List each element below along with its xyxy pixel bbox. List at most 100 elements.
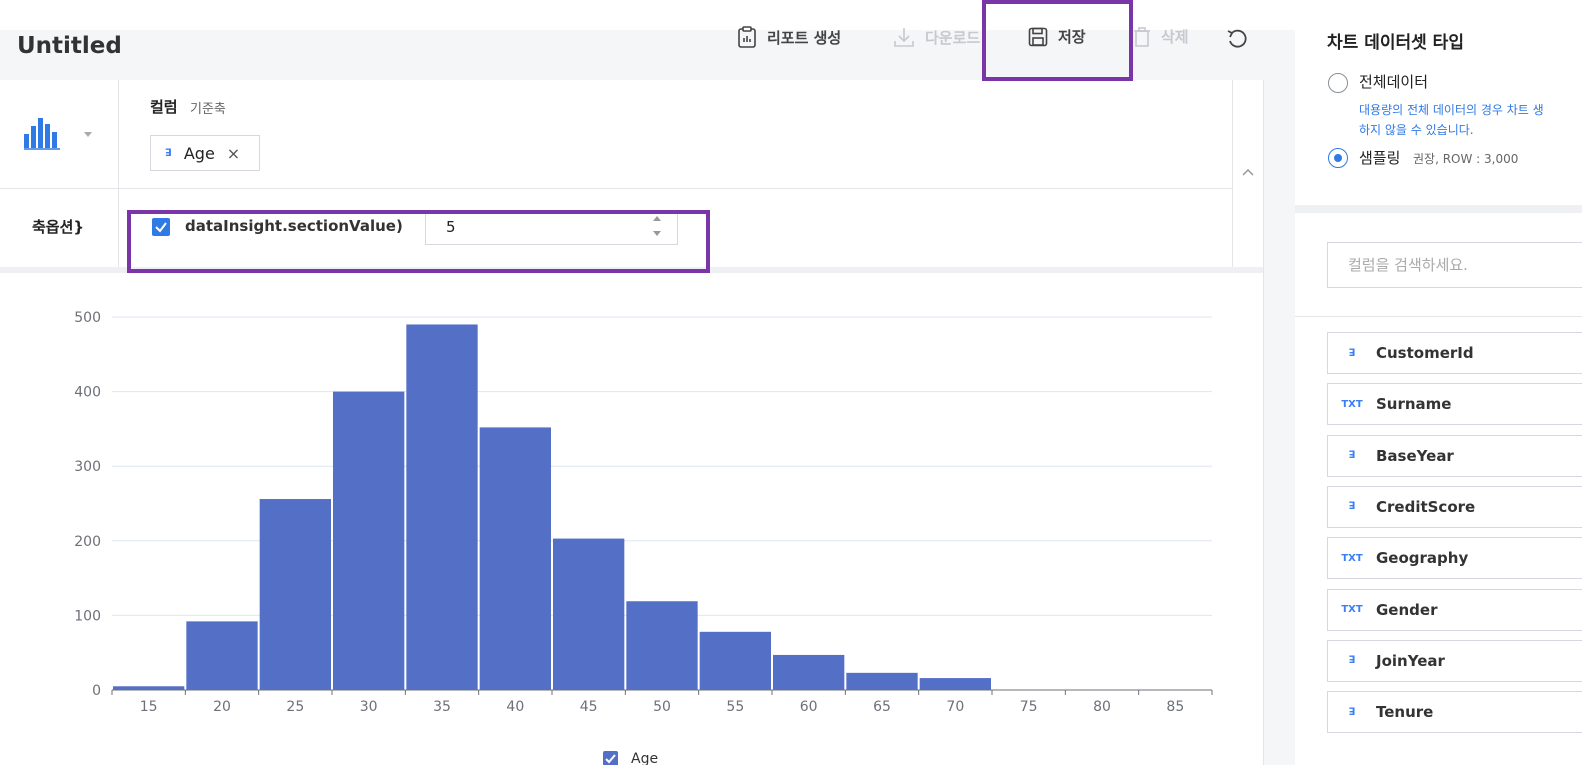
report-icon <box>737 26 757 48</box>
column-item-label: CreditScore <box>1376 497 1476 516</box>
dataset-panel <box>1295 0 1582 765</box>
save-label: 저장 <box>1058 28 1086 46</box>
column-item[interactable]: TXT Surname <box>1327 383 1582 426</box>
checkmark-icon <box>605 754 616 764</box>
sampling-label: 샘플링 <box>1359 149 1401 167</box>
legend-label: Age <box>631 751 658 765</box>
sampling-note: 권장, ROW : 3,000 <box>1413 152 1519 166</box>
header-bar <box>0 30 1295 81</box>
report-button[interactable]: 리포트 생성 <box>737 26 841 48</box>
x-tick-label: 50 <box>653 699 671 715</box>
y-tick-label: 500 <box>74 310 101 326</box>
histogram-bar[interactable] <box>333 391 405 690</box>
column-sublabel: 기준축 <box>190 102 226 117</box>
column-item-label: BaseYear <box>1376 446 1454 465</box>
x-tick-label: 75 <box>1020 699 1038 715</box>
histogram-bar[interactable] <box>846 672 918 690</box>
text-type-icon: TXT <box>1341 604 1363 615</box>
histogram-chart: 0 100 200 300 400 500 15 20 25 30 35 40 45 50 55 60 65 7… <box>74 310 1213 765</box>
numeric-type-icon: ꓱ <box>1348 501 1356 513</box>
column-item[interactable]: ꓱ JoinYear <box>1327 639 1582 682</box>
column-item-label: CustomerId <box>1376 344 1474 362</box>
x-tick-label: 65 <box>873 699 891 715</box>
stepper-arrows-icon[interactable] <box>651 213 663 243</box>
column-item[interactable]: ꓱ CreditScore <box>1327 485 1582 528</box>
highlight-section-box <box>127 210 710 273</box>
legend-checkbox[interactable] <box>603 751 618 765</box>
y-tick-label: 400 <box>74 385 101 401</box>
column-item-label: JoinYear <box>1376 651 1445 670</box>
y-tick-label: 200 <box>74 534 101 550</box>
separator-band <box>1295 205 1582 213</box>
chevron-down-icon[interactable] <box>82 125 94 144</box>
section-value-label: dataInsight.sectionValue) <box>185 217 403 235</box>
histogram-bar[interactable] <box>406 324 478 690</box>
chart-type-selector[interactable] <box>24 118 62 154</box>
radio-dot <box>1334 154 1342 162</box>
dataset-type-title: 차트 데이터셋 타입 <box>1327 33 1464 53</box>
numeric-type-icon: ꓱ <box>1348 347 1356 359</box>
collapse-chevron-up-icon[interactable] <box>1241 165 1255 184</box>
column-item[interactable]: ꓱ BaseYear <box>1327 434 1582 477</box>
text-type-icon: TXT <box>1341 552 1363 564</box>
download-button[interactable]: 다운로드 <box>893 26 980 48</box>
column-item[interactable]: TXT Geography <box>1327 537 1582 580</box>
divider <box>1295 316 1582 317</box>
delete-button[interactable]: 삭제 <box>1133 26 1189 47</box>
histogram-bar[interactable] <box>773 654 845 690</box>
download-label: 다운로드 <box>925 28 981 47</box>
histogram-bar[interactable] <box>259 499 331 690</box>
chart-config-panel <box>0 80 1264 268</box>
histogram-bar[interactable] <box>186 621 258 690</box>
column-chip-age[interactable]: ꓱ Age × <box>150 135 260 171</box>
histogram-bar[interactable] <box>919 678 991 690</box>
y-tick-label: 300 <box>74 459 101 475</box>
full-data-note-line2: 하지 않을 수 있습니다. <box>1359 123 1474 137</box>
full-data-note-line1: 대용량의 전체 데이터의 경우 차트 생 <box>1359 103 1544 117</box>
undo-icon <box>1225 29 1249 55</box>
undo-button[interactable] <box>1225 27 1249 55</box>
numeric-type-icon: ꓱ <box>1348 706 1356 718</box>
column-chip-label: Age <box>183 143 215 163</box>
bar-chart-icon <box>24 118 62 154</box>
page-title: Untitled <box>17 33 122 59</box>
full-data-radio[interactable] <box>1328 73 1348 93</box>
text-type-icon: TXT <box>1341 398 1363 410</box>
column-item[interactable]: ꓱ Tenure <box>1327 691 1582 734</box>
column-item-label: Gender <box>1376 600 1438 619</box>
column-label: 컬럼 <box>150 98 178 116</box>
histogram-bar[interactable] <box>699 631 771 690</box>
numeric-type-icon: ꓱ <box>1348 450 1356 462</box>
numeric-type-icon: ꓱ <box>1348 655 1356 667</box>
x-tick-label: 55 <box>726 699 744 715</box>
panel-gutter <box>1263 80 1295 765</box>
numeric-type-icon: ꓱ <box>165 147 172 159</box>
close-icon[interactable]: × <box>226 143 241 163</box>
axis-options-label: 축옵션} <box>32 218 85 236</box>
histogram-bar[interactable] <box>113 686 185 690</box>
x-tick-label: 40 <box>506 699 524 715</box>
checkmark-icon <box>155 222 167 233</box>
save-button[interactable]: 저장 <box>1028 26 1086 47</box>
trash-icon <box>1133 26 1151 47</box>
x-tick-label: 45 <box>580 699 598 715</box>
highlight-save-box <box>982 0 1133 81</box>
histogram-bar[interactable] <box>626 601 698 690</box>
x-tick-label: 15 <box>140 699 158 715</box>
histogram-bar[interactable] <box>553 538 625 690</box>
column-item[interactable]: ꓱ CustomerId <box>1327 332 1582 374</box>
section-value-checkbox[interactable] <box>152 218 170 236</box>
x-tick-label: 20 <box>213 699 231 715</box>
x-tick-label: 25 <box>286 699 304 715</box>
y-tick-label: 100 <box>74 608 101 624</box>
histogram-bar[interactable] <box>479 427 551 690</box>
download-icon <box>893 26 915 48</box>
column-item[interactable]: TXT Gender <box>1327 588 1582 631</box>
x-tick-label: 35 <box>433 699 451 715</box>
column-item-label: Geography <box>1376 549 1469 568</box>
sampling-radio[interactable] <box>1328 148 1348 168</box>
x-tick-label: 80 <box>1093 699 1111 715</box>
column-item-label: Surname <box>1376 395 1452 414</box>
column-search-input[interactable]: 컬럼을 검색하세요. <box>1327 242 1582 288</box>
divider <box>1232 80 1233 267</box>
